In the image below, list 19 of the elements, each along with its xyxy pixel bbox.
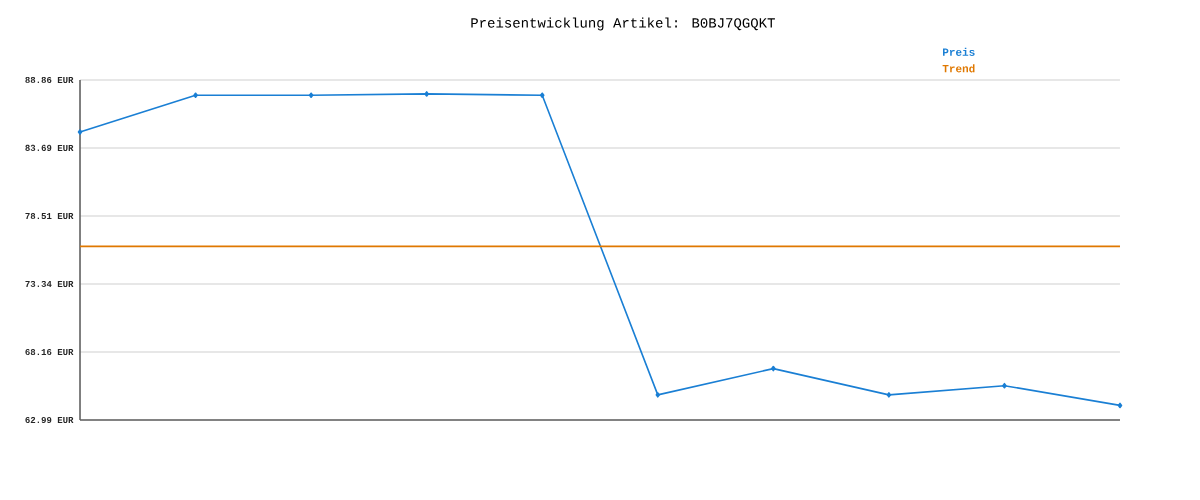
point (424, 91, 429, 97)
text: Preis (943, 47, 975, 56)
y-tick-label: 83.69 EUR (25, 144, 74, 151)
y-tick-label: 88.86 EUR (25, 76, 74, 84)
point (771, 365, 776, 372)
y-tick-label: 78.51 EUR (25, 212, 74, 220)
point (1117, 402, 1123, 409)
point (1002, 382, 1007, 389)
chart-title: Preisentwicklung Artikel: B0BJ7QGQKT (471, 17, 775, 31)
point (77, 129, 83, 135)
point (308, 92, 314, 99)
point (193, 92, 198, 99)
point (539, 92, 545, 99)
y-tick-label: 68.16 EUR (25, 348, 74, 356)
point (655, 392, 661, 398)
text: Trend (942, 64, 975, 73)
point (886, 392, 892, 398)
y-tick-label: 62.99 EUR (25, 416, 74, 424)
y-tick-label: 73.34 EUR (25, 280, 74, 288)
